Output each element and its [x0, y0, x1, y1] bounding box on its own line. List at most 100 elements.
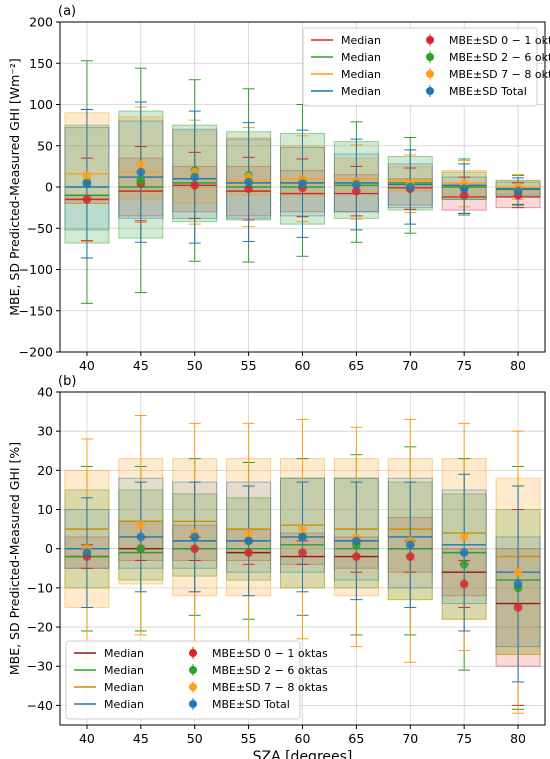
mbe-point-3 [513, 579, 523, 589]
mbe-point-0 [190, 181, 200, 190]
x-tick-label: 75 [456, 358, 472, 373]
mbe-point-3 [136, 532, 146, 542]
legend-label: Median [341, 85, 381, 98]
mbe-point-3 [513, 186, 523, 196]
mbe-point-2 [459, 532, 469, 542]
mbe-point-2 [82, 171, 92, 180]
legend-point-swatch [189, 649, 197, 657]
mbe-point-2 [513, 567, 523, 577]
mbe-point-1 [136, 544, 146, 554]
legend-label: Median [341, 34, 381, 47]
x-tick-label: 80 [510, 731, 526, 746]
mbe-point-3 [244, 536, 253, 546]
y-tick-label: 100 [29, 97, 53, 112]
legend-box [302, 27, 538, 107]
x-tick-label: 55 [241, 731, 257, 746]
mbe-point-3 [352, 536, 361, 546]
mbe-point-3 [190, 172, 200, 182]
plot-area [64, 60, 541, 304]
legend-point-swatch [189, 666, 197, 674]
legend-box [65, 640, 301, 720]
mbe-point-3 [298, 532, 307, 542]
y-axis-label: MBE, SD Predicted-Measured GHI [%] [7, 442, 22, 675]
x-tick-label: 75 [456, 731, 472, 746]
y-tick-label: 150 [29, 56, 53, 71]
mbe-point-3 [136, 167, 146, 177]
y-tick-label: 10 [37, 502, 53, 517]
legend-label: Median [104, 647, 144, 660]
x-tick-label: 60 [295, 358, 311, 373]
mbe-point-1 [136, 176, 146, 185]
mbe-point-2 [136, 160, 146, 170]
panel-label: (b) [58, 374, 76, 389]
legend-label: MBE±SD Total [212, 698, 290, 711]
panel-label: (a) [58, 4, 76, 19]
mbe-point-0 [513, 603, 523, 612]
legend-point-swatch [426, 70, 434, 78]
legend-point-swatch [189, 700, 197, 708]
y-tick-label: −20 [27, 620, 53, 635]
y-tick-label: 200 [29, 15, 53, 30]
mbe-point-0 [190, 544, 200, 554]
mbe-point-0 [244, 548, 253, 557]
x-tick-label: 80 [510, 358, 526, 373]
mbe-point-0 [405, 552, 415, 561]
mbe-point-0 [298, 548, 307, 557]
mbe-point-3 [459, 548, 469, 557]
x-tick-label: 65 [348, 358, 364, 373]
y-tick-label: −50 [27, 221, 53, 236]
y-tick-label: −10 [27, 580, 53, 595]
legend-label: Median [104, 681, 144, 694]
mbe-point-3 [405, 540, 415, 550]
legend-point-swatch [426, 87, 434, 95]
mbe-point-0 [82, 195, 92, 204]
mbe-point-0 [244, 184, 253, 193]
legend-label: Median [104, 664, 144, 677]
y-tick-label: 0 [45, 180, 53, 195]
legend-label: MBE±SD 7 − 8 oktas [212, 681, 328, 694]
x-tick-label: 55 [241, 358, 257, 373]
mbe-point-0 [459, 190, 469, 200]
y-tick-label: −200 [19, 345, 53, 360]
mbe-point-0 [352, 186, 361, 196]
x-tick-label: 70 [402, 731, 418, 746]
x-tick-label: 60 [295, 731, 311, 746]
y-tick-label: 40 [37, 385, 53, 400]
mbe-point-3 [82, 179, 92, 188]
mbe-point-2 [298, 524, 307, 534]
x-tick-label: 40 [79, 358, 95, 373]
legend-label: MBE±SD 0 − 1 oktas [212, 647, 328, 660]
x-tick-label: 70 [402, 358, 418, 373]
y-tick-label: −100 [19, 262, 53, 277]
y-tick-label: 20 [37, 463, 53, 478]
legend-label: Median [341, 68, 381, 81]
x-tick-label: 40 [79, 731, 95, 746]
legend-label: MBE±SD 7 − 8 oktas [449, 68, 550, 81]
y-tick-label: 30 [37, 424, 53, 439]
x-tick-label: 50 [187, 731, 203, 746]
mbe-point-3 [82, 548, 92, 557]
mbe-point-3 [298, 179, 307, 188]
mbe-point-3 [459, 184, 469, 193]
y-tick-label: −150 [19, 303, 53, 318]
x-axis-label: SZA [degrees] [253, 749, 353, 759]
x-tick-label: 45 [133, 731, 149, 746]
y-tick-label: 0 [45, 541, 53, 556]
legend-point-swatch [426, 36, 434, 44]
legend-label: MBE±SD 2 − 6 oktas [449, 51, 550, 64]
x-tick-label: 65 [348, 731, 364, 746]
x-tick-label: 50 [187, 358, 203, 373]
legend-label: MBE±SD 0 − 1 oktas [449, 34, 550, 47]
mbe-point-3 [244, 177, 253, 187]
mbe-point-0 [459, 579, 469, 589]
mbe-point-3 [352, 180, 361, 189]
y-tick-label: 50 [37, 138, 53, 153]
legend-point-swatch [189, 683, 197, 691]
mbe-point-3 [405, 182, 415, 192]
legend-label: MBE±SD 2 − 6 oktas [212, 664, 328, 677]
mbe-point-1 [459, 560, 469, 569]
legend-label: Median [341, 51, 381, 64]
y-axis-label: MBE, SD Predicted-Measured GHI [Wm⁻²] [7, 58, 22, 316]
y-tick-label: −40 [27, 698, 53, 713]
